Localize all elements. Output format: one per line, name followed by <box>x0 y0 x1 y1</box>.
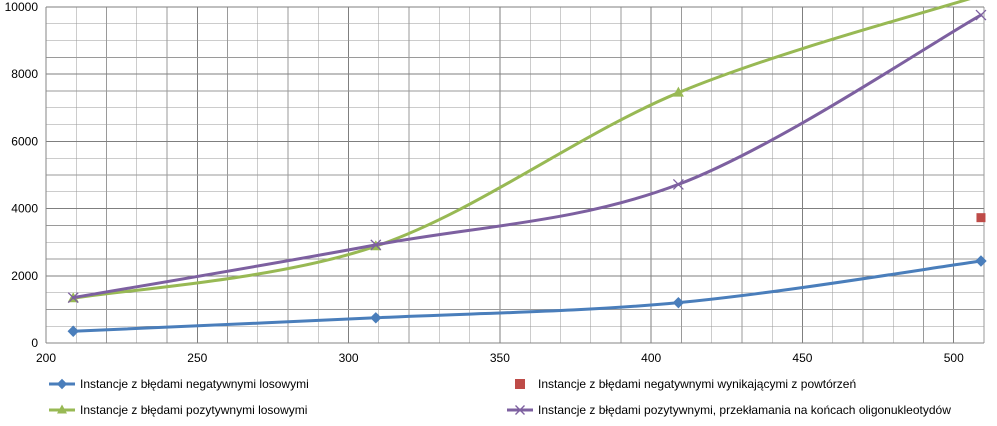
series-4 <box>67 9 987 304</box>
data-point-diamond <box>672 296 685 309</box>
legend-label: Instancje z błędami pozytywnymi, przekła… <box>538 403 951 417</box>
data-point-x <box>370 239 382 251</box>
grid-lines <box>45 6 985 344</box>
x-tick-label: 350 <box>490 351 510 365</box>
y-tick-label: 0 <box>31 336 38 350</box>
data-point-x-stroke <box>67 292 79 304</box>
legend-label: Instancje z błędami pozytywnymi losowymi <box>80 403 307 417</box>
data-point-diamond <box>370 312 382 324</box>
data-point-diamond <box>67 325 79 337</box>
data-point-square <box>976 213 986 223</box>
y-tick-label: 2000 <box>11 269 38 283</box>
legend-label: Instancje z błędami negatywnymi wynikają… <box>538 377 856 391</box>
legend: Instancje z błędami negatywnymi losowymi… <box>49 377 951 417</box>
y-tick-label: 8000 <box>11 67 38 81</box>
x-tick-label: 200 <box>36 351 56 365</box>
data-point-x-stroke <box>515 405 525 415</box>
data-point-square <box>515 379 525 389</box>
data-point-x <box>515 405 525 415</box>
series-3 <box>67 0 971 303</box>
y-tick-label: 4000 <box>11 202 38 216</box>
data-point-x-stroke <box>975 9 987 21</box>
data-point-x-stroke <box>672 178 684 190</box>
legend-label: Instancje z błędami negatywnymi losowymi <box>80 377 309 391</box>
data-point-x <box>67 292 79 304</box>
x-tick-label: 500 <box>944 351 964 365</box>
legend-item-3: Instancje z błędami pozytywnymi losowymi <box>49 403 307 417</box>
data-point-diamond <box>56 378 68 390</box>
legend-item-4: Instancje z błędami pozytywnymi, przekła… <box>507 403 951 417</box>
legend-item-1: Instancje z błędami negatywnymi losowymi <box>49 377 309 391</box>
x-tick-label: 300 <box>339 351 359 365</box>
x-tick-label: 400 <box>641 351 661 365</box>
data-point-triangle <box>672 86 684 97</box>
series-lines <box>67 0 987 337</box>
series-1 <box>67 255 987 337</box>
series-2 <box>976 213 986 223</box>
axes <box>45 7 984 344</box>
data-point-x <box>975 9 987 21</box>
y-tick-label: 6000 <box>11 134 38 148</box>
data-point-diamond <box>975 255 987 267</box>
legend-item-2: Instancje z błędami negatywnymi wynikają… <box>515 377 856 391</box>
x-tick-label: 450 <box>792 351 812 365</box>
series-line <box>71 0 971 300</box>
y-tick-label: 10000 <box>5 0 39 14</box>
data-point-x <box>672 178 684 190</box>
x-tick-label: 250 <box>187 351 207 365</box>
data-point-triangle <box>57 404 67 414</box>
x-axis-tick-labels: 200 250 300 350 400 450 500 <box>36 351 964 365</box>
series-line <box>71 259 983 333</box>
y-axis-tick-labels: 0 2000 4000 6000 8000 10000 <box>5 0 39 350</box>
series-line <box>71 13 983 300</box>
data-point-x-stroke <box>370 239 382 251</box>
